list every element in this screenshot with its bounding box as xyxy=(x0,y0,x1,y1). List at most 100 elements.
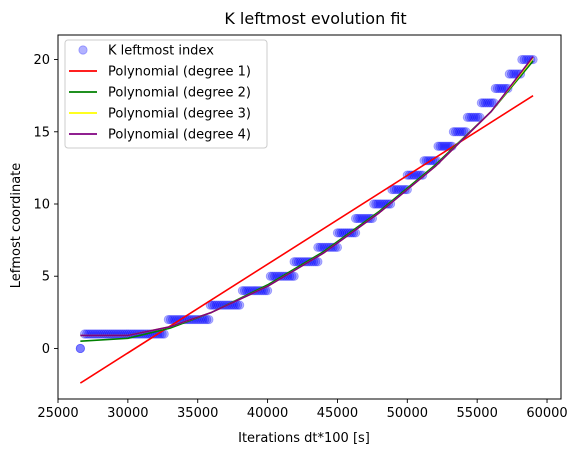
scatter-point xyxy=(437,141,447,151)
scatter-point xyxy=(351,213,361,224)
scatter-step-y17 xyxy=(476,98,499,108)
x-tick-label: 55000 xyxy=(456,406,497,421)
scatter-point xyxy=(353,213,363,224)
scatter-point xyxy=(453,127,463,137)
legend-label: Polynomial (degree 2) xyxy=(108,86,251,101)
legend-item: K leftmost index xyxy=(78,44,214,59)
scatter-point xyxy=(165,314,176,325)
scatter-point xyxy=(485,98,495,108)
scatter-point xyxy=(289,257,299,267)
legend-box xyxy=(64,39,268,149)
scatter-point xyxy=(313,242,323,252)
scatter-point xyxy=(75,343,85,354)
scatter-point xyxy=(371,199,381,209)
scatter-point xyxy=(389,184,399,195)
scatter-point xyxy=(483,98,493,108)
x-tick-label: 30000 xyxy=(107,406,148,421)
scatter-point xyxy=(492,83,503,94)
scatter-point xyxy=(506,69,517,79)
legend-label: Polynomial (degree 3) xyxy=(108,107,251,122)
legend-label: Polynomial (degree 1) xyxy=(108,65,251,80)
scatter-step-y8 xyxy=(332,228,361,238)
scatter-point xyxy=(369,199,379,209)
scatter-point xyxy=(476,98,486,108)
scatter-point xyxy=(509,69,519,79)
scatter-point xyxy=(291,257,301,267)
x-tick-label: 25000 xyxy=(37,406,78,421)
x-tick-label: 35000 xyxy=(177,406,218,421)
scatter-point xyxy=(202,314,212,325)
scatter-point xyxy=(373,199,383,209)
y-axis-label: Lefmost coordinate xyxy=(9,163,24,289)
scatter-step-y0 xyxy=(75,343,85,354)
scatter-point xyxy=(450,127,461,137)
scatter-point xyxy=(207,300,217,310)
scatter-point xyxy=(411,170,421,180)
scatter-point xyxy=(448,127,459,137)
scatter-point xyxy=(209,300,220,310)
scatter-point xyxy=(75,343,85,354)
legend: K leftmost index Polynomial (degree 1) Pol… xyxy=(64,39,268,149)
scatter-point xyxy=(490,83,500,94)
scatter-step-y20 xyxy=(517,54,538,65)
scatter-point xyxy=(289,271,299,281)
legend-item: Polynomial (degree 4) xyxy=(69,128,251,143)
scatter-point xyxy=(497,83,507,94)
scatter-point xyxy=(163,314,173,325)
scatter-point xyxy=(473,112,483,122)
y-tick-label: 0 xyxy=(42,342,50,357)
scatter-point xyxy=(355,213,365,224)
scatter-point xyxy=(313,257,323,267)
scatter-point xyxy=(237,286,248,296)
scatter-point xyxy=(435,141,445,151)
legend-label: Polynomial (degree 4) xyxy=(108,128,251,143)
scatter-point xyxy=(487,98,497,108)
scatter-point xyxy=(267,271,278,281)
scatter-point xyxy=(393,184,404,195)
scatter-point xyxy=(239,286,250,296)
scatter-point xyxy=(334,228,345,238)
scatter-point xyxy=(204,314,214,325)
scatter-step-y18 xyxy=(490,83,513,94)
x-tick-label: 50000 xyxy=(387,406,428,421)
scatter-point xyxy=(235,300,245,310)
x-tick-label: 60000 xyxy=(526,406,567,421)
scatter-point xyxy=(457,127,467,137)
legend-item: Polynomial (degree 1) xyxy=(69,65,251,80)
scatter-point xyxy=(459,127,469,137)
x-tick-label: 40000 xyxy=(247,406,288,421)
scatter-point xyxy=(464,112,475,122)
y-tick-label: 20 xyxy=(33,53,50,68)
legend-item: Polynomial (degree 3) xyxy=(69,107,251,122)
scatter-point xyxy=(494,83,505,94)
scatter-point xyxy=(315,242,325,252)
scatter-point xyxy=(478,98,489,108)
x-axis-label: Iterations dt*100 [s] xyxy=(238,431,370,446)
scatter-point xyxy=(336,228,347,238)
y-tick-label: 15 xyxy=(33,125,50,140)
y-axis: 0 5 10 15 20 xyxy=(33,53,58,357)
x-axis: 25000 30000 35000 40000 45000 50000 55000 60000 xyxy=(37,399,568,421)
scatter-point xyxy=(471,112,481,122)
scatter-point xyxy=(332,228,343,238)
legend-label: K leftmost index xyxy=(108,44,214,59)
scatter-point xyxy=(462,112,472,122)
scatter-point xyxy=(466,112,477,122)
legend-item: Polynomial (degree 2) xyxy=(69,86,251,101)
plot-area xyxy=(75,54,538,384)
plot-frame xyxy=(57,34,562,400)
scatter-point xyxy=(439,141,449,151)
scatter-point xyxy=(375,199,385,209)
y-tick-label: 10 xyxy=(33,198,50,213)
x-tick-label: 45000 xyxy=(317,406,358,421)
scatter-point xyxy=(391,184,401,195)
scatter-point xyxy=(504,69,514,79)
scatter-point xyxy=(519,54,529,65)
scatter-point xyxy=(469,112,479,122)
y-tick-label: 5 xyxy=(42,270,50,285)
scatter-point xyxy=(357,213,367,224)
scatter-point xyxy=(517,54,527,65)
scatter-point xyxy=(265,271,275,281)
chart-title: K leftmost evolution fit xyxy=(224,9,406,28)
